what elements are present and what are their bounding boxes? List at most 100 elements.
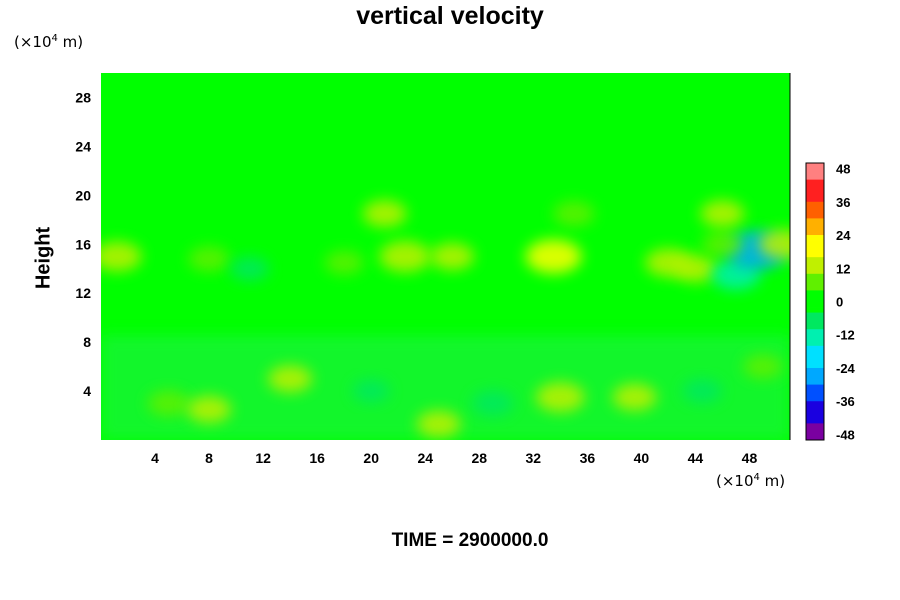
colorbar-frame bbox=[805, 162, 825, 441]
x-axis-unit: (×104 m) bbox=[716, 472, 786, 490]
x-tick-label: 32 bbox=[526, 450, 542, 466]
colorbar-swatch bbox=[806, 262, 824, 269]
velocity-feature bbox=[362, 200, 407, 228]
colorbar-swatch bbox=[806, 384, 824, 391]
colorbar bbox=[805, 162, 825, 441]
x-tick-label: 4 bbox=[151, 450, 159, 466]
colorbar-tick-label: 0 bbox=[836, 295, 843, 310]
colorbar-swatch bbox=[806, 246, 824, 253]
colorbar-swatch bbox=[806, 307, 824, 313]
x-tick-label: 36 bbox=[580, 450, 596, 466]
colorbar-swatch bbox=[806, 301, 824, 308]
colorbar-swatch bbox=[806, 379, 824, 385]
colorbar-swatch bbox=[806, 290, 824, 297]
velocity-feature bbox=[379, 240, 431, 273]
velocity-feature bbox=[743, 354, 783, 379]
velocity-feature bbox=[682, 378, 722, 404]
colorbar-swatch bbox=[806, 185, 824, 192]
velocity-feature bbox=[758, 229, 790, 260]
velocity-feature bbox=[324, 250, 364, 275]
y-tick-label: 20 bbox=[75, 187, 91, 203]
y-axis-unit: (×104 m) bbox=[14, 33, 84, 51]
colorbar-swatch bbox=[806, 423, 824, 430]
colorbar-swatch bbox=[806, 212, 824, 219]
y-tick-label: 8 bbox=[83, 334, 91, 350]
y-tick-label: 12 bbox=[75, 285, 91, 301]
colorbar-tick-label: -12 bbox=[836, 328, 855, 343]
colorbar-swatch bbox=[806, 390, 824, 397]
colorbar-swatch bbox=[806, 273, 824, 280]
colorbar-swatch bbox=[806, 356, 824, 363]
velocity-feature bbox=[352, 379, 390, 403]
y-tick-label: 28 bbox=[75, 89, 91, 105]
colorbar-swatch bbox=[806, 417, 824, 424]
x-ticks: 4 8 12 16 20 24 28 32 36 40 44 48 bbox=[151, 450, 757, 466]
velocity-feature bbox=[147, 390, 190, 417]
velocity-feature bbox=[416, 410, 461, 438]
x-tick-label: 48 bbox=[742, 450, 758, 466]
velocity-feature bbox=[525, 239, 582, 274]
colorbar-swatch bbox=[806, 428, 824, 435]
x-tick-label: 20 bbox=[363, 450, 379, 466]
colorbar-swatch bbox=[806, 412, 824, 419]
colorbar-swatch bbox=[806, 223, 824, 230]
colorbar-swatch bbox=[806, 218, 824, 225]
colorbar-swatch bbox=[806, 251, 824, 258]
velocity-features bbox=[101, 200, 790, 438]
velocity-feature bbox=[430, 243, 475, 270]
colorbar-swatch bbox=[806, 240, 824, 247]
velocity-feature bbox=[101, 241, 142, 272]
velocity-feature bbox=[673, 255, 718, 283]
colorbar-tick-label: -36 bbox=[836, 394, 855, 409]
colorbar-swatch bbox=[806, 345, 824, 352]
velocity-feature bbox=[553, 200, 595, 227]
velocity-feature bbox=[187, 395, 232, 423]
y-ticks: 4 8 12 16 20 24 28 bbox=[75, 89, 91, 399]
colorbar-swatch bbox=[806, 340, 824, 347]
colorbar-swatch bbox=[806, 295, 824, 302]
colorbar-swatch bbox=[806, 323, 824, 330]
colorbar-swatch bbox=[806, 168, 824, 175]
colorbar-tick-label: 48 bbox=[836, 162, 850, 177]
velocity-feature bbox=[230, 256, 270, 281]
colorbar-swatch bbox=[806, 229, 824, 236]
y-tick-label: 4 bbox=[83, 383, 91, 399]
colorbar-tick-label: -48 bbox=[836, 427, 855, 442]
velocity-feature bbox=[188, 246, 230, 272]
colorbar-swatch bbox=[806, 334, 824, 341]
colorbar-ticks: 48 36 24 12 0 -12 -24 -36 -48 bbox=[836, 162, 856, 443]
x-tick-label: 24 bbox=[417, 450, 433, 466]
colorbar-swatch bbox=[806, 401, 824, 408]
y-tick-label: 24 bbox=[75, 138, 91, 154]
time-label: TIME = 2900000.0 bbox=[391, 530, 549, 551]
y-tick-label: 16 bbox=[75, 236, 91, 252]
chart-title: vertical velocity bbox=[356, 2, 544, 30]
colorbar-swatch bbox=[806, 201, 824, 208]
velocity-feature bbox=[701, 231, 744, 258]
colorbar-swatch bbox=[806, 312, 824, 319]
colorbar-swatch bbox=[806, 373, 824, 380]
colorbar-swatch bbox=[806, 362, 824, 369]
colorbar-tick-label: 36 bbox=[836, 195, 850, 210]
x-tick-label: 40 bbox=[634, 450, 650, 466]
velocity-feature bbox=[268, 365, 313, 393]
colorbar-swatch bbox=[806, 406, 824, 413]
colorbar-swatch bbox=[806, 190, 824, 197]
colorbar-swatch bbox=[806, 395, 824, 402]
x-tick-label: 28 bbox=[471, 450, 487, 466]
velocity-feature bbox=[471, 390, 514, 417]
colorbar-swatch bbox=[806, 268, 824, 275]
colorbar-tick-label: 24 bbox=[836, 228, 851, 243]
colorbar-tick-label: 12 bbox=[836, 261, 850, 276]
colorbar-swatch bbox=[806, 174, 824, 181]
colorbar-swatch bbox=[806, 351, 824, 358]
colorbar-swatch bbox=[806, 196, 824, 203]
colorbar-tick-label: -24 bbox=[836, 361, 856, 376]
plot-area bbox=[101, 73, 791, 440]
colorbar-swatch bbox=[806, 179, 824, 186]
colorbar-swatch bbox=[806, 367, 824, 374]
x-tick-label: 12 bbox=[255, 450, 271, 466]
velocity-feature bbox=[700, 200, 745, 228]
colorbar-swatch bbox=[806, 318, 824, 325]
colorbar-swatch bbox=[806, 257, 824, 264]
